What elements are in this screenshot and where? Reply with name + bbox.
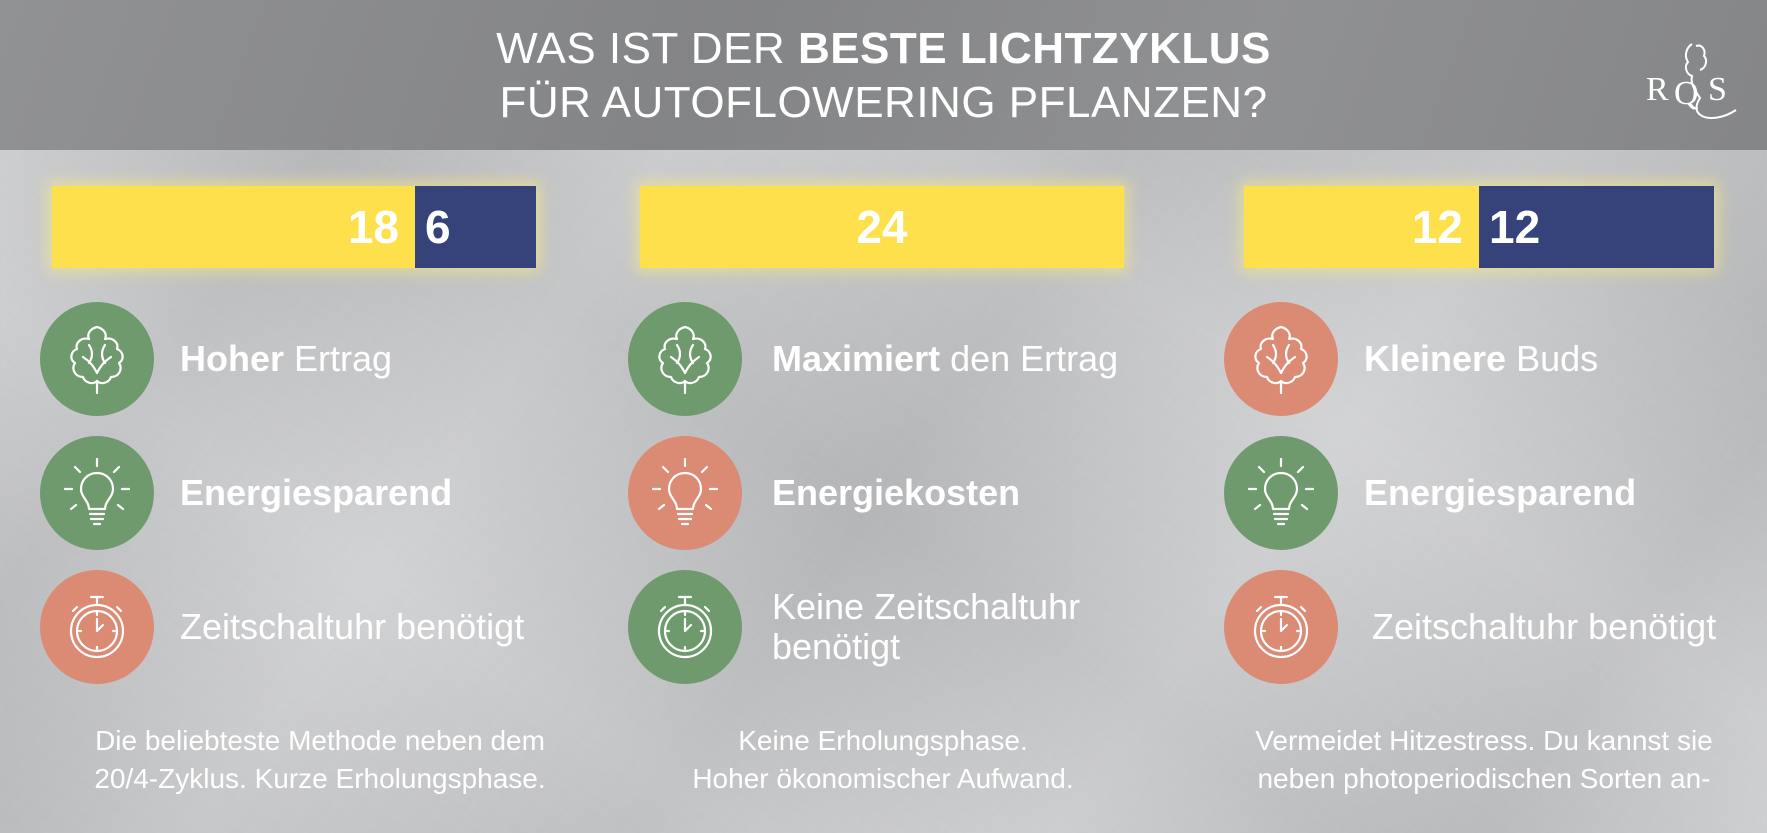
feature-energy-text: Energiesparend [180,473,600,513]
feature-yield-label: Hoher Ertrag [180,302,600,416]
feature-energy-text: Energiekosten [772,473,1192,513]
feature-bold: Maximiert [772,338,941,379]
feature-energy-label: Energiekosten [772,436,1192,550]
feature-energy: Energiekosten [628,436,1188,550]
stopwatch-icon [657,595,713,659]
feature-bold: Energiesparend [180,472,453,513]
cycle-description: Vermeidet Hitzestress. Du kannst sie neb… [1224,722,1744,798]
feature-energy-circle [40,436,154,550]
title-prefix: WAS IST DER [496,24,798,73]
feature-timer-circle [628,570,742,684]
stopwatch-icon [69,595,125,659]
feature-timer-text: Zeitschaltuhr benötigt [1372,607,1767,647]
light-hours-segment: 24 [640,186,1124,268]
feature-yield-circle [628,302,742,416]
cycle-description: Die beliebteste Methode neben dem 20/4-Z… [40,722,600,798]
light-hours-value: 18 [347,201,399,253]
description-line-2: Hoher ökonomischer Aufwand. [692,763,1074,794]
feature-yield-circle [1224,302,1338,416]
light-cycle-bar: 12 12 [1244,186,1714,268]
feature-energy-circle [628,436,742,550]
bud-icon [70,325,124,395]
description-line-2: 20/4-Zyklus. Kurze Erholungsphase. [94,763,546,794]
feature-yield-label: Maximiert den Ertrag [772,302,1192,416]
cycle-column-18-6: 18 6 Hoher Ertrag Energiesparend [40,0,600,833]
rqs-logo: R Q S [1646,43,1737,119]
dark-hours-value: 12 [1489,201,1541,253]
feature-rest: Keine Zeitschaltuhr [772,586,1081,627]
feature-yield: Kleinere Buds [1224,302,1767,416]
cycle-column-24-0: 24 Maximiert den Ertrag Energiekosten [628,0,1188,833]
description-line-2: neben photoperiodischen Sorten an- [1257,763,1711,794]
feature-yield-circle [40,302,154,416]
feature-timer-circle [1224,570,1338,684]
feature-timer-label: Keine Zeitschaltuhr benötigt [772,570,1192,684]
lightbulb-icon [1247,457,1315,526]
feature-timer-circle [40,570,154,684]
light-hours-segment: 12 [1244,186,1479,268]
description-line-1: Keine Erholungsphase. [738,725,1028,756]
feature-energy-label: Energiesparend [180,436,600,550]
light-hours-value: 12 [1411,201,1463,253]
bud-icon [1254,325,1308,395]
cycle-column-12-12: 12 12 Kleinere Buds Energiesparend [1224,0,1767,833]
feature-bold: Energiesparend [1364,472,1637,513]
feature-bold: Kleinere [1364,338,1507,379]
feature-bold: Energiekosten [772,472,1021,513]
header-band: WAS IST DER BESTE LICHTZYKLUS FÜR AUTOFL… [0,0,1767,150]
feature-energy: Energiesparend [40,436,600,550]
feature-timer-label: Zeitschaltuhr benötigt [1372,570,1767,684]
cycle-description: Keine Erholungsphase. Hoher ökonomischer… [628,722,1138,798]
description-line-1: Die beliebteste Methode neben dem [95,725,545,756]
feature-yield-text: Hoher Ertrag [180,339,600,379]
feature-rest: Buds [1506,338,1599,379]
logo-text-s: S [1708,71,1727,108]
title-line-1: WAS IST DER BESTE LICHTZYKLUS [0,22,1767,76]
feature-rest: den Ertrag [940,338,1119,379]
feature-timer-label: Zeitschaltuhr benötigt [180,570,600,684]
feature-timer: Zeitschaltuhr benötigt [1224,570,1767,684]
logo-text: R [1646,71,1669,108]
feature-energy-label: Energiesparend [1364,436,1767,550]
feature-timer: Zeitschaltuhr benötigt [40,570,600,684]
light-hours-segment: 18 [52,186,415,268]
feature-rest: Ertrag [284,338,393,379]
light-cycle-bar: 18 6 [52,186,536,268]
dark-hours-segment: 12 [1479,186,1714,268]
feature-yield-label: Kleinere Buds [1364,302,1767,416]
feature-yield: Hoher Ertrag [40,302,600,416]
description-line-1: Vermeidet Hitzestress. Du kannst sie [1255,725,1713,756]
stopwatch-icon [1253,595,1309,659]
title-line-2: FÜR AUTOFLOWERING PFLANZEN? [499,78,1268,127]
page-title: WAS IST DER BESTE LICHTZYKLUS FÜR AUTOFL… [0,22,1767,130]
feature-energy-text: Energiesparend [1364,473,1767,513]
lightbulb-icon [63,457,131,526]
title-bold: BESTE LICHTZYKLUS [797,24,1271,73]
feature-bold: Hoher [180,338,285,379]
dark-hours-segment: 6 [415,186,536,268]
dark-hours-value: 6 [425,201,451,253]
feature-rest: Zeitschaltuhr benötigt [1372,606,1717,647]
feature-energy: Energiesparend [1224,436,1767,550]
logo-text-q: Q [1674,75,1699,112]
feature-yield-text: Maximiert den Ertrag [772,339,1192,379]
light-cycle-bar: 24 [640,186,1124,268]
feature-yield-text: Kleinere Buds [1364,339,1767,379]
light-hours-value: 24 [856,201,908,253]
feature-rest: Zeitschaltuhr benötigt [180,606,525,647]
feature-rest-line-2: benötigt [772,626,901,667]
lightbulb-icon [651,457,719,526]
feature-energy-circle [1224,436,1338,550]
feature-timer-text: Zeitschaltuhr benötigt [180,607,600,647]
bud-icon [658,325,712,395]
feature-yield: Maximiert den Ertrag [628,302,1188,416]
feature-timer: Keine Zeitschaltuhr benötigt [628,570,1188,684]
